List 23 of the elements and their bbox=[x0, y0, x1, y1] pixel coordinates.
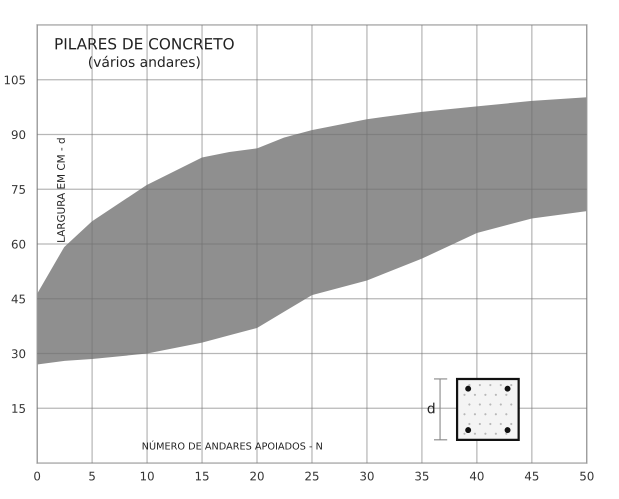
y-tick-label: 75 bbox=[12, 185, 25, 194]
annotation: d bbox=[428, 402, 434, 414]
x-tick-label: 10 bbox=[140, 472, 154, 481]
y-tick-label: 45 bbox=[12, 294, 25, 304]
y-tick-label: 60 bbox=[12, 240, 26, 249]
y-tick-label: 15 bbox=[12, 404, 25, 413]
x-tick-label: 35 bbox=[415, 472, 428, 481]
y-tick-label: 30 bbox=[12, 349, 26, 358]
y-tick-label: 90 bbox=[12, 130, 26, 140]
x-tick-label: 50 bbox=[580, 472, 594, 481]
x-tick-label: 15 bbox=[196, 472, 209, 481]
x-axis-title: NÚMERO DE ANDARES APOIADOS - N bbox=[142, 440, 322, 450]
x-tick-label: 40 bbox=[470, 472, 484, 481]
y-tick-label: 105 bbox=[4, 75, 25, 84]
y-axis-title: LARGURA EM CM - d bbox=[56, 138, 65, 242]
x-tick-label: 0 bbox=[34, 472, 40, 481]
x-tick-label: 20 bbox=[250, 472, 264, 481]
text: PILARES DE CONCRETO bbox=[56, 38, 234, 50]
x-tick-label: 25 bbox=[305, 472, 318, 481]
text: (vários andares) bbox=[88, 56, 200, 69]
x-tick-label: 45 bbox=[524, 472, 538, 481]
x-tick-label: 30 bbox=[360, 472, 374, 481]
x-tick-label: 5 bbox=[89, 472, 95, 481]
